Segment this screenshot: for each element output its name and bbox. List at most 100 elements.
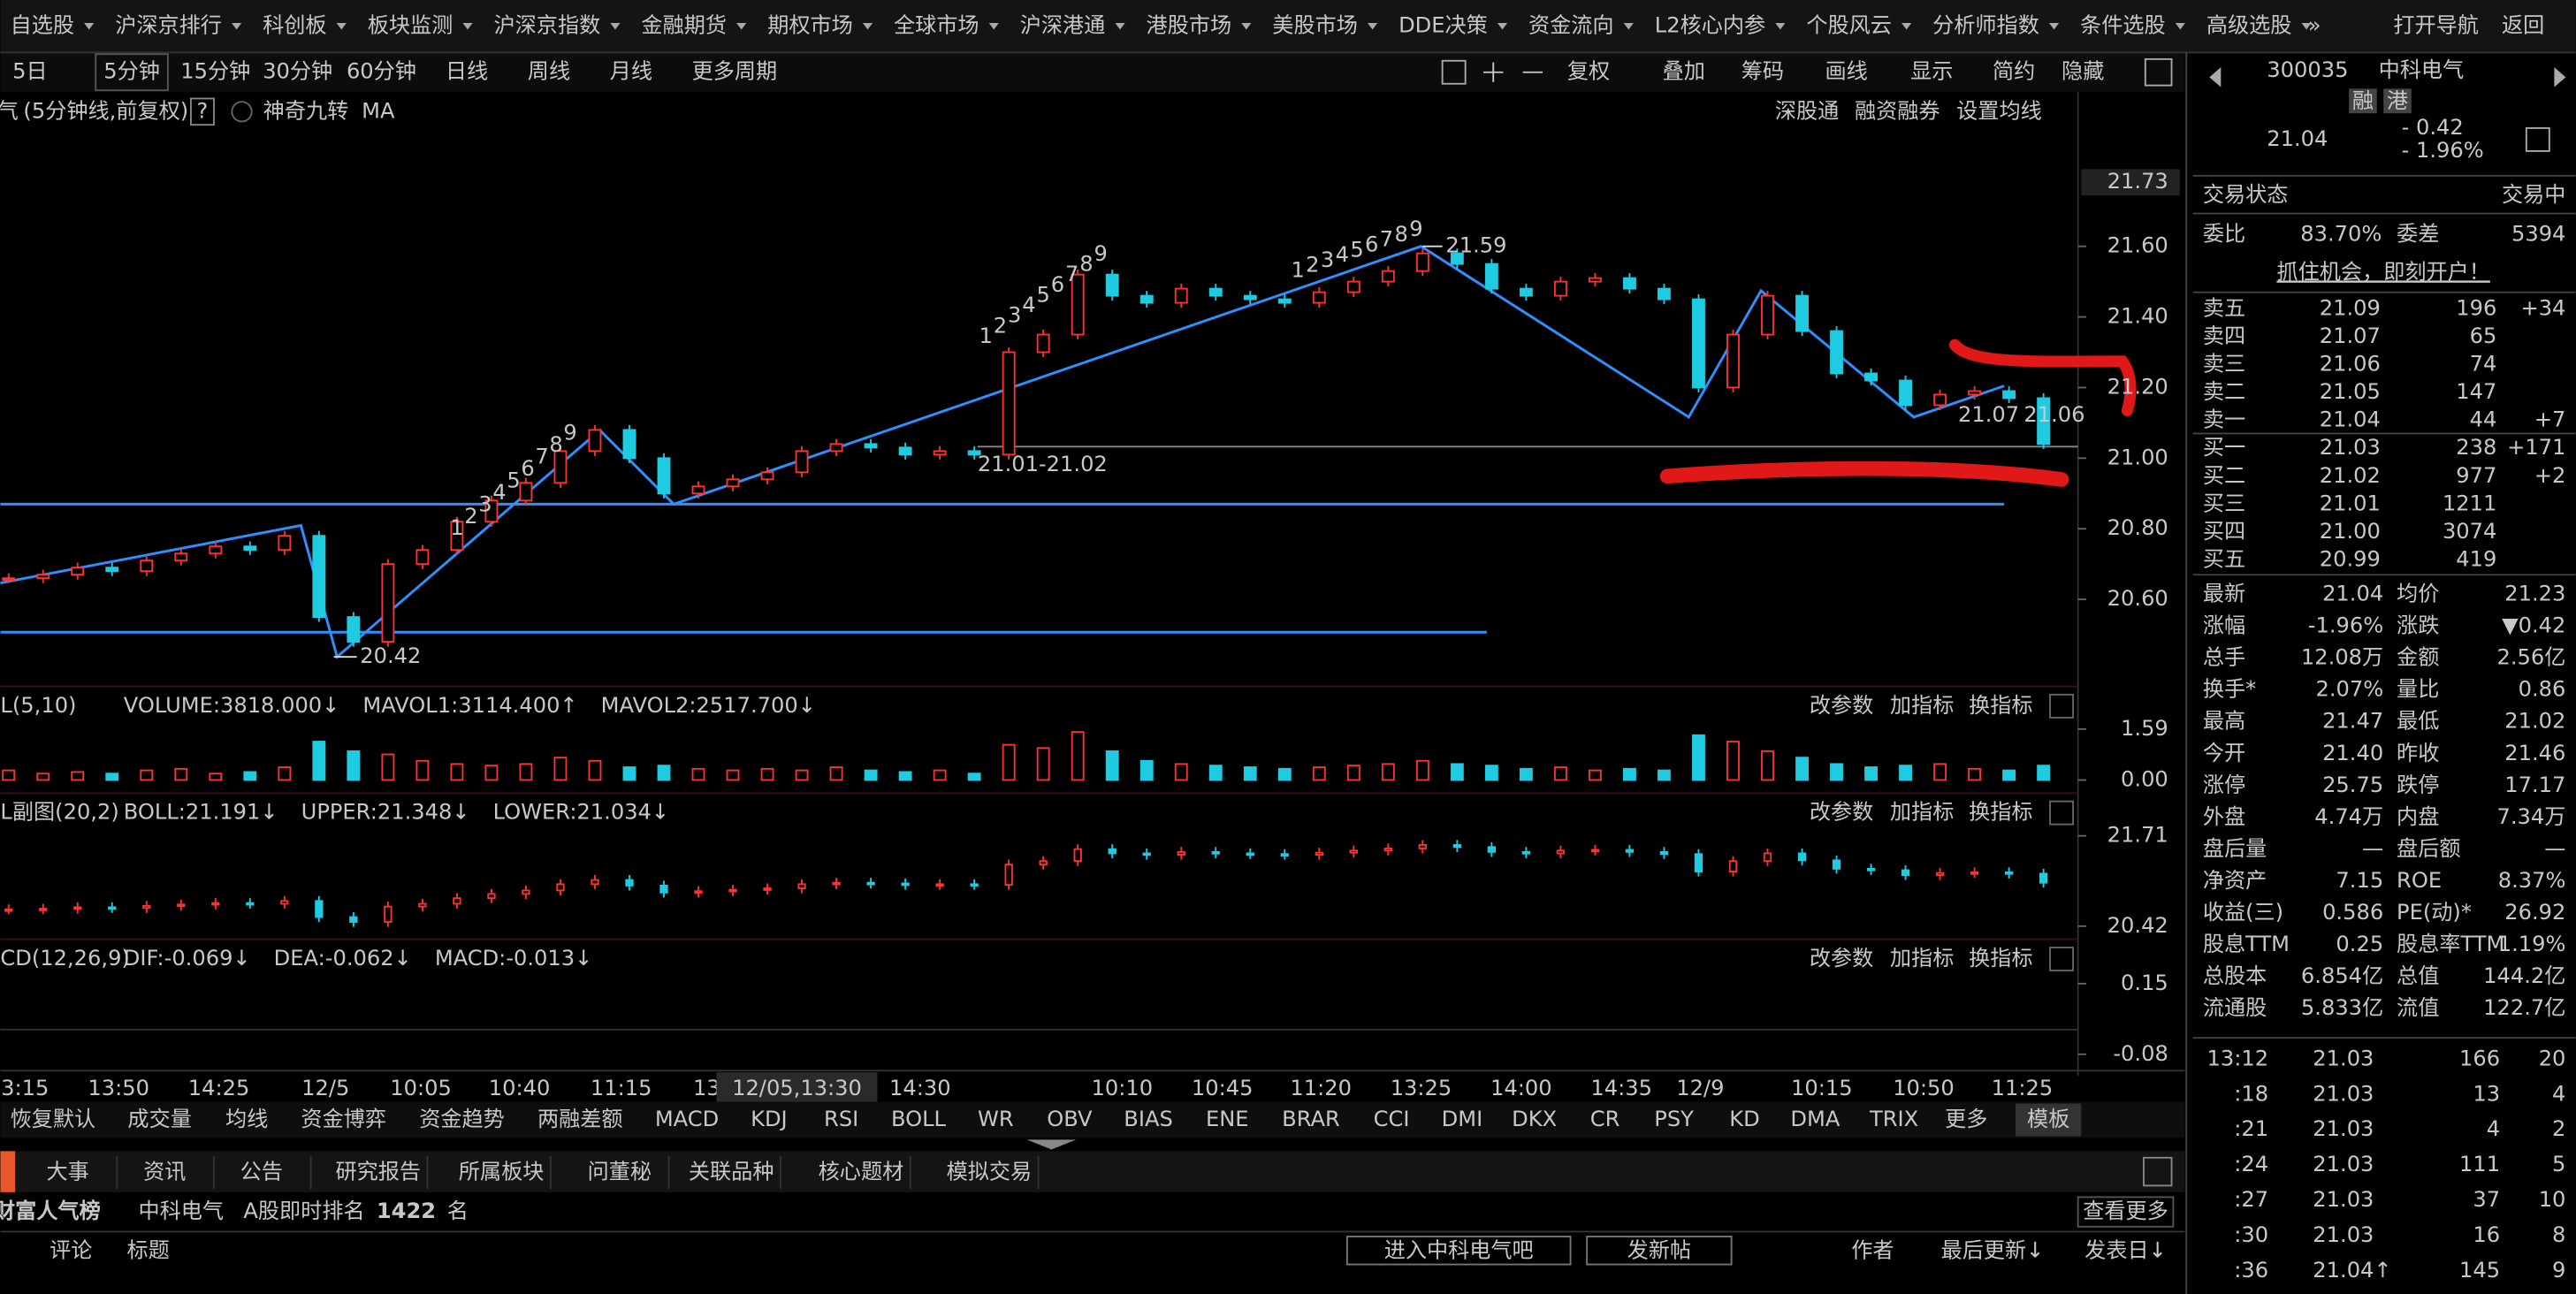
forum-button[interactable]: 进入中科电气吧 (1384, 1238, 1534, 1263)
menu-item[interactable]: 全球市场 (894, 13, 979, 38)
chart-option[interactable]: 神奇九转 (263, 98, 349, 123)
indicator-tab[interactable]: BRAR (1282, 1107, 1340, 1131)
help-icon[interactable]: ? (197, 98, 209, 123)
menu-item[interactable]: 分析师指数 (1932, 13, 2039, 38)
menu-item[interactable]: 个股风云 (1806, 13, 1892, 38)
menu-item[interactable]: 金融期货 (641, 13, 727, 38)
panel-button[interactable]: 加指标 (1890, 946, 1954, 970)
panel-button[interactable]: 换指标 (1969, 693, 2032, 718)
panel-button[interactable]: 加指标 (1890, 800, 1954, 825)
indicator-tab[interactable]: 恢复默认 (11, 1107, 96, 1131)
panel-button[interactable]: 改参数 (1810, 800, 1873, 825)
menu-item[interactable]: 沪深京排行 (115, 13, 222, 38)
gear-icon[interactable] (231, 101, 253, 123)
post-button[interactable]: 发新帖 (1627, 1238, 1691, 1263)
indicator-tab[interactable]: OBV (1047, 1107, 1093, 1131)
tool-button[interactable]: 画线 (1825, 59, 1868, 84)
close-box[interactable] (2049, 800, 2074, 826)
tool-button[interactable]: 简约 (1993, 59, 2035, 84)
indicator-tab[interactable]: WR (978, 1107, 1014, 1131)
tool-button[interactable]: 筹码 (1741, 59, 1784, 84)
news-tab[interactable]: 研究报告 (335, 1160, 421, 1184)
close-box[interactable] (2049, 947, 2074, 971)
collapse-box[interactable] (2525, 126, 2550, 152)
news-tab[interactable]: 公告 (240, 1160, 283, 1184)
indicator-tab[interactable]: 更多 (1945, 1107, 1987, 1131)
next-arrow[interactable] (2554, 67, 2566, 88)
period-tab[interactable]: 日线 (446, 59, 488, 84)
period-tab[interactable]: 5分钟 (103, 59, 160, 84)
menu-item[interactable]: 高级选股 (2206, 13, 2292, 38)
indicator-tab[interactable]: 资金博弈 (301, 1107, 386, 1131)
indicator-tab[interactable]: 两融差额 (537, 1107, 623, 1131)
menu-item[interactable]: 板块监测 (368, 13, 453, 38)
news-tab[interactable]: 核心题材 (819, 1160, 904, 1184)
close-box[interactable] (2049, 693, 2074, 719)
tool-button[interactable]: 复权 (1567, 59, 1610, 84)
indicator-tab[interactable]: KDJ (751, 1107, 788, 1131)
chart-option[interactable]: 深股通 (1775, 98, 1839, 123)
panel-button[interactable]: 加指标 (1890, 693, 1954, 718)
period-tab[interactable]: 5日 (12, 59, 47, 84)
indicator-tab[interactable]: ENE (1206, 1107, 1249, 1131)
tool-button[interactable]: 显示 (1910, 59, 1953, 84)
indicator-tab[interactable]: 均线 (225, 1107, 268, 1131)
menu-item[interactable]: L2核心内参 (1655, 13, 1765, 38)
menu-item[interactable]: 资金流向 (1528, 13, 1614, 38)
indicator-tab[interactable]: PSY (1654, 1107, 1694, 1131)
button-box[interactable] (1345, 1236, 1572, 1266)
more-box[interactable] (2077, 1196, 2175, 1228)
period-tab[interactable]: 15分钟 (180, 59, 250, 84)
indicator-tab[interactable]: TRIX (1869, 1107, 1918, 1131)
indicator-tab[interactable]: DMA (1790, 1107, 1840, 1131)
promo-banner[interactable]: 抓住机会，即刻开户！ (2276, 259, 2489, 284)
news-tab[interactable]: 模拟交易 (947, 1160, 1033, 1184)
indicator-tab[interactable]: BIAS (1124, 1107, 1173, 1131)
news-tab[interactable]: 关联品种 (689, 1160, 774, 1184)
indicator-tab[interactable]: CR (1590, 1107, 1620, 1131)
news-tab[interactable]: 所属板块 (459, 1160, 545, 1184)
menu-item[interactable]: DDE决策 (1399, 13, 1488, 38)
indicator-tab[interactable]: RSI (824, 1107, 858, 1131)
indicator-tab[interactable]: MACD (655, 1107, 719, 1131)
menu-item[interactable]: 沪深京指数 (494, 13, 601, 38)
indicator-tab[interactable]: DKX (1512, 1107, 1557, 1131)
news-tab[interactable]: 大事 (46, 1160, 88, 1184)
menu-item[interactable]: 返回 (2502, 13, 2544, 38)
tool-button[interactable]: 隐藏 (2062, 59, 2104, 84)
indicator-tab[interactable]: 成交量 (127, 1107, 191, 1131)
menu-item[interactable]: 沪深港通 (1020, 13, 1106, 38)
chart-option[interactable]: 融资融券 (1855, 98, 1940, 123)
menu-item[interactable]: 期权市场 (767, 13, 853, 38)
col-header[interactable]: 最后更新↓ (1941, 1238, 2045, 1263)
panel-button[interactable]: 换指标 (1969, 946, 2032, 970)
button-box[interactable] (1586, 1236, 1733, 1266)
period-tab[interactable]: 月线 (610, 59, 652, 84)
period-tab[interactable]: 30分钟 (263, 59, 332, 84)
menu-item[interactable]: 港股市场 (1147, 13, 1232, 38)
indicator-tab[interactable]: 模板 (2027, 1107, 2069, 1131)
panel-button[interactable]: 换指标 (1969, 800, 2032, 825)
news-tab[interactable]: 资讯 (143, 1160, 186, 1184)
menu-item[interactable]: 科创板 (263, 13, 326, 38)
period-tab[interactable]: 周线 (528, 59, 570, 84)
menu-item[interactable]: 美股市场 (1272, 13, 1358, 38)
fullscreen-icon[interactable] (2144, 57, 2173, 87)
menu-item[interactable]: 自选股 (11, 13, 74, 38)
chart-option[interactable]: MA (362, 98, 395, 123)
chart-option[interactable]: 设置均线 (1956, 98, 2042, 123)
tool-button[interactable]: 叠加 (1663, 59, 1705, 84)
col-header[interactable]: 发表日↓ (2084, 1238, 2167, 1263)
panel-button[interactable]: 改参数 (1810, 946, 1873, 970)
indicator-tab[interactable]: DMI (1442, 1107, 1483, 1131)
period-tab[interactable]: 60分钟 (347, 59, 416, 84)
indicator-tab[interactable]: 资金趋势 (419, 1107, 505, 1131)
period-tab[interactable]: 更多周期 (692, 59, 778, 84)
menu-item[interactable]: 打开导航 (2393, 13, 2479, 38)
lock-icon[interactable] (1441, 59, 1467, 85)
indicator-tab[interactable]: KD (1729, 1107, 1759, 1131)
indicator-tab[interactable]: BOLL (891, 1107, 947, 1131)
panel-button[interactable]: 改参数 (1810, 693, 1873, 718)
more-button[interactable]: 查看更多 (2083, 1199, 2168, 1223)
menu-item[interactable]: 条件选股 (2080, 13, 2166, 38)
